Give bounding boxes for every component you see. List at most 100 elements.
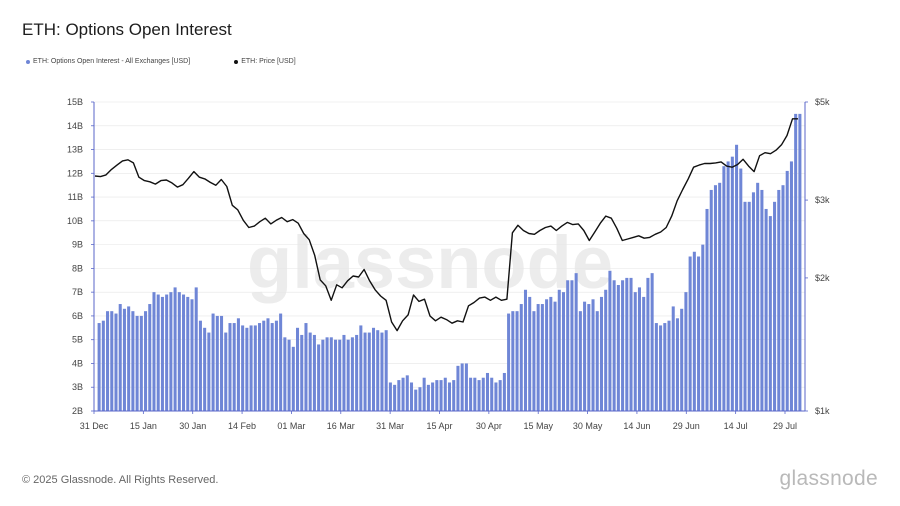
open-interest-bar bbox=[616, 285, 620, 411]
y-left-tick-label: 15B bbox=[67, 97, 83, 107]
open-interest-bar bbox=[435, 380, 439, 411]
open-interest-bar bbox=[401, 377, 405, 411]
legend-label-price: ETH: Price [USD] bbox=[241, 58, 296, 65]
open-interest-bar bbox=[409, 382, 414, 411]
open-interest-bar bbox=[439, 380, 443, 411]
open-interest-bar bbox=[663, 323, 667, 411]
open-interest-bar bbox=[684, 292, 688, 411]
x-tick-label: 14 Jun bbox=[623, 421, 650, 431]
open-interest-bar bbox=[735, 144, 739, 411]
open-interest-bar bbox=[709, 189, 713, 411]
open-interest-bar bbox=[384, 330, 388, 411]
open-interest-bar bbox=[317, 344, 321, 411]
open-interest-bar bbox=[220, 315, 224, 411]
open-interest-bar bbox=[545, 299, 549, 411]
y-left-tick-label: 2B bbox=[72, 406, 83, 416]
open-interest-bar bbox=[612, 280, 616, 411]
open-interest-bar bbox=[566, 280, 570, 411]
x-axis: 31 Dec 15 Jan 30 Jan 14 Feb 01 Mar 16 Mar 31 M… bbox=[80, 410, 805, 431]
open-interest-bar bbox=[270, 323, 274, 411]
open-interest-bar bbox=[300, 334, 304, 411]
open-interest-bar bbox=[165, 294, 169, 411]
open-interest-bar bbox=[751, 192, 755, 411]
open-interest-bar bbox=[122, 308, 126, 411]
x-tick-label: 29 Jul bbox=[773, 421, 797, 431]
y-left-tick-label: 9B bbox=[72, 240, 83, 250]
open-interest-bar bbox=[629, 277, 633, 411]
open-interest-bar bbox=[671, 306, 675, 411]
open-interest-bar bbox=[481, 377, 485, 411]
open-interest-bar bbox=[591, 299, 595, 411]
x-tick-label: 30 Apr bbox=[476, 421, 502, 431]
open-interest-bar bbox=[405, 375, 409, 411]
open-interest-bar bbox=[730, 156, 734, 411]
legend-marker-open-interest bbox=[26, 59, 30, 64]
y-right-tick-label: $3k bbox=[815, 195, 830, 205]
open-interest-bar bbox=[422, 377, 426, 411]
open-interest-bar bbox=[118, 304, 122, 411]
open-interest-bar bbox=[599, 296, 603, 411]
open-interest-bar bbox=[232, 323, 236, 411]
open-interest-bar bbox=[431, 382, 435, 411]
open-interest-bar bbox=[426, 384, 430, 411]
open-interest-bar bbox=[198, 320, 202, 411]
x-tick-label: 15 Jan bbox=[130, 421, 157, 431]
open-interest-bar bbox=[236, 318, 240, 411]
open-interest-bar bbox=[291, 346, 295, 411]
x-tick-label: 15 May bbox=[523, 421, 553, 431]
open-interest-bar bbox=[722, 166, 726, 411]
open-interest-bar bbox=[325, 337, 329, 411]
open-interest-bar bbox=[456, 365, 460, 411]
open-interest-bar bbox=[177, 292, 181, 411]
open-interest-bar bbox=[561, 292, 565, 411]
open-interest-bar bbox=[675, 318, 679, 411]
open-interest-bar bbox=[621, 280, 625, 411]
open-interest-bar bbox=[97, 323, 101, 411]
open-interest-bar bbox=[747, 201, 751, 411]
x-tick-label: 31 Dec bbox=[80, 421, 109, 431]
y-right-tick-label: $1k bbox=[815, 406, 830, 416]
open-interest-bar bbox=[135, 315, 139, 411]
y-right-tick-label: $5k bbox=[815, 97, 830, 107]
open-interest-bar bbox=[587, 304, 591, 411]
open-interest-bar bbox=[452, 380, 456, 411]
open-interest-bar bbox=[363, 332, 367, 411]
open-interest-bar bbox=[773, 201, 777, 411]
open-interest-bar bbox=[262, 320, 266, 411]
open-interest-bar bbox=[701, 244, 705, 411]
open-interest-bar bbox=[173, 287, 177, 411]
open-interest-bar bbox=[756, 182, 760, 411]
open-interest-bars bbox=[97, 113, 802, 411]
open-interest-bar bbox=[266, 318, 270, 411]
x-tick-label: 15 Apr bbox=[426, 421, 452, 431]
footer-copyright: © 2025 Glassnode. All Rights Reserved. bbox=[22, 474, 219, 486]
open-interest-bar bbox=[473, 377, 477, 411]
open-interest-bar bbox=[241, 325, 245, 411]
open-interest-bar bbox=[127, 306, 131, 411]
y-left-tick-label: 6B bbox=[72, 311, 83, 321]
open-interest-bar bbox=[388, 382, 392, 411]
x-tick-label: 14 Feb bbox=[228, 421, 256, 431]
open-interest-bar bbox=[460, 363, 464, 411]
legend-item-price[interactable]: ETH: Price [USD] bbox=[234, 58, 296, 65]
open-interest-bar bbox=[469, 377, 473, 411]
open-interest-bar bbox=[502, 372, 506, 411]
open-interest-bar bbox=[464, 363, 468, 411]
open-interest-bar bbox=[342, 334, 346, 411]
legend-item-open-interest[interactable]: ETH: Options Open Interest - All Exchang… bbox=[26, 58, 190, 65]
open-interest-bar bbox=[308, 332, 312, 411]
open-interest-bar bbox=[739, 168, 743, 411]
y-left-tick-label: 11B bbox=[68, 192, 83, 202]
open-interest-bar bbox=[608, 270, 612, 411]
open-interest-bar bbox=[414, 389, 418, 411]
open-interest-bar bbox=[760, 189, 764, 411]
open-interest-bar bbox=[726, 161, 730, 411]
glassnode-logo[interactable]: glassnode bbox=[779, 467, 878, 490]
legend-marker-price bbox=[234, 59, 239, 64]
chart-legend: ETH: Options Open Interest - All Exchang… bbox=[26, 58, 296, 65]
open-interest-bar bbox=[768, 216, 772, 411]
open-interest-bar bbox=[110, 311, 114, 411]
open-interest-bar bbox=[523, 289, 528, 411]
open-interest-bar bbox=[380, 332, 384, 411]
